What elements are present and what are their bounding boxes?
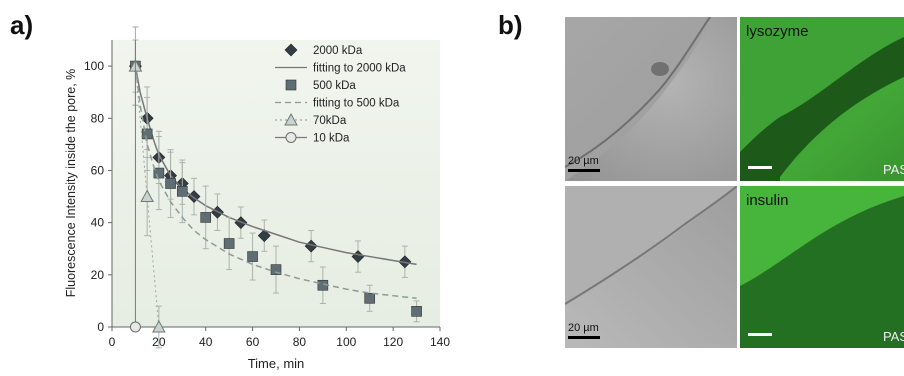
panel-b-label: b) [498,10,523,40]
x-tick-label: 100 [336,335,356,349]
data-point-square [165,178,176,189]
data-point-square [270,264,282,275]
micrograph-fluorescence-top: lysozyme PAS [740,17,904,181]
x-axis-label: Time, min [248,356,305,371]
micrograph-brightfield-bottom [565,186,737,348]
data-point-square [141,128,153,140]
x-tick-label: 40 [199,335,213,349]
x-tick-label: 120 [383,335,403,349]
pas-label-bottom: PAS [882,329,904,344]
data-point-square [223,238,235,249]
data-point-square [200,212,212,223]
legend-label: 10 kDa [313,133,350,145]
data-point-square [364,292,376,304]
data-point-square [285,79,297,91]
y-tick-label: 40 [91,216,105,230]
y-tick-label: 100 [84,59,104,73]
scale-bar-fluorescence-top [748,166,772,169]
pas-label-top: PAS [882,162,904,177]
legend-swatch [275,112,307,126]
scale-label-bottom: 20 µm [568,322,599,334]
legend-label: 2000 kDa [313,45,363,57]
data-point-square [153,167,165,179]
legend: 2000 kDa fitting to 2000 kDa 500 kDa fittin… [275,43,406,145]
data-point-square [176,186,188,197]
scale-bar-fluorescence-bottom [748,333,772,336]
series-fitting-to-2000-kda [134,65,417,266]
x-tick-label: 60 [246,335,260,349]
lysozyme-label: lysozyme [746,23,809,40]
legend-label: fitting to 500 kDa [313,98,400,110]
series-10-kda [129,40,141,333]
data-point-diamond [257,229,271,243]
y-axis-label: Fluorescence Intensity inside the pore, … [64,69,78,298]
legend-label: 70kDa [313,115,347,127]
data-point-square [247,251,258,262]
y-tick-label: 80 [91,111,105,125]
micrograph-brightfield-top [565,17,737,181]
legend-swatch [285,79,297,91]
x-tick-label: 0 [109,335,116,349]
data-point-triangle [140,189,154,203]
data-point-circle [285,132,297,143]
series-layer [128,26,422,349]
scale-bar-bottom [568,336,600,339]
y-tick-label: 20 [91,268,105,282]
legend-swatch [284,43,298,57]
x-tick-label: 80 [293,335,307,349]
data-point-square [411,306,422,317]
micrograph-fluorescence-bottom: insulin PAS [740,186,904,348]
y-tick-label: 0 [97,320,104,334]
insulin-label: insulin [746,192,789,209]
data-point-triangle [152,319,166,333]
scale-label-top: 20 µm [568,155,599,167]
legend-label: fitting to 2000 kDa [313,63,406,75]
scale-bar-top [568,169,600,172]
x-tick-label: 140 [430,335,450,349]
series-line [134,65,417,266]
legend-swatch [275,132,307,143]
data-point-circle [129,321,141,333]
data-point-diamond [284,43,298,57]
legend-label: 500 kDa [313,80,356,92]
panel-a-label: a) [10,10,34,40]
data-point-triangle [284,112,298,126]
y-tick-label: 60 [91,163,105,177]
